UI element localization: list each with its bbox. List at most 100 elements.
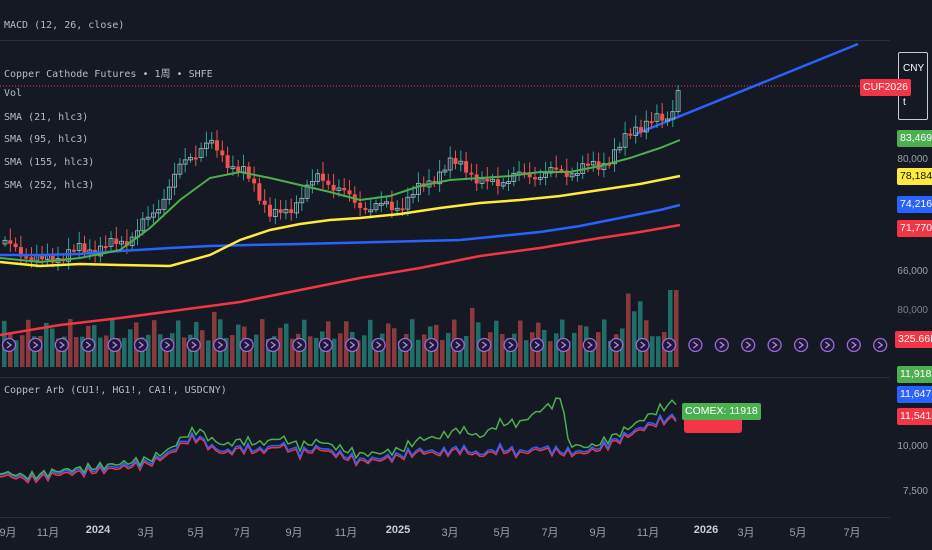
volume-bar [278, 327, 283, 367]
arb-comex-line [0, 397, 677, 481]
event-marker [846, 337, 861, 353]
candle-body [464, 161, 469, 173]
candle-body [252, 178, 257, 184]
volume-bar [578, 325, 583, 367]
indicator-sma-155[interactable]: SMA (155, hlc3) [4, 157, 95, 168]
volume-bar [230, 335, 235, 367]
volume-bar [668, 290, 673, 367]
volume-bar [62, 336, 67, 367]
candle-body [628, 133, 633, 136]
copper-arb-label[interactable]: Copper Arb (CU1!, HG1!, CA1!, USDCNY) [4, 385, 227, 396]
indicator-sma-252[interactable]: SMA (252, hlc3) [4, 180, 95, 191]
volume-bar [416, 339, 421, 367]
candle-body [665, 118, 670, 122]
time-axis-tick: 2025 [385, 524, 411, 536]
macd-label[interactable]: MACD (12, 26, close) [4, 20, 125, 31]
candle-body [415, 182, 421, 195]
candle-body [410, 193, 416, 198]
sma-95-value-tag: 78,184 [897, 168, 932, 185]
indicator-sma-95[interactable]: SMA (95, hlc3) [4, 134, 89, 145]
candle-body [182, 159, 188, 165]
sma-21-line [0, 139, 681, 264]
volume-bar [308, 336, 313, 367]
candle-body [24, 256, 29, 259]
candle-body [447, 157, 453, 171]
time-axis-tick: 3月 [137, 527, 155, 539]
volume-bar [398, 340, 403, 367]
candle-body [394, 207, 400, 211]
candle-body [114, 238, 119, 244]
event-marker-glyph [745, 341, 752, 349]
candle-body [13, 243, 18, 248]
candle-body [607, 163, 612, 166]
candle-body [309, 180, 315, 186]
volume-bar [602, 319, 607, 367]
volume-bars [2, 290, 679, 367]
volume-bar [518, 320, 523, 367]
candle-body [124, 241, 129, 246]
event-marker [661, 337, 677, 353]
candle-body [82, 243, 87, 253]
volume-bar [638, 301, 643, 367]
event-marker-glyph [666, 341, 672, 349]
indicator-sma-21[interactable]: SMA (21, hlc3) [4, 112, 89, 123]
event-marker-glyph [349, 341, 356, 349]
sma-155-line [0, 203, 681, 257]
candle-body [98, 245, 103, 257]
arb-scale-label: 10,000 [897, 441, 928, 452]
volume-bar [650, 336, 655, 367]
volume-bar [116, 338, 121, 367]
event-marker-glyph [297, 341, 303, 349]
volume-bar [332, 338, 337, 367]
sma-95-line [0, 174, 681, 268]
volume-bar [122, 337, 127, 367]
candle-body [272, 208, 278, 218]
price-scale-label: 80,000 [897, 305, 928, 316]
arb-hg-value-tag: 11,647 [897, 386, 932, 403]
volume-bar [152, 320, 157, 367]
event-marker [688, 337, 703, 353]
volume-bar [260, 319, 265, 367]
candle-body [336, 187, 342, 191]
candle-body [18, 247, 23, 257]
volume-bar [236, 324, 241, 367]
candle-body [554, 167, 559, 170]
event-marker-glyph [323, 341, 329, 349]
symbol-title[interactable]: Copper Cathode Futures • 1周 • SHFE [4, 69, 213, 80]
volume-bar [314, 337, 319, 367]
event-marker [345, 337, 360, 353]
candle-body [225, 155, 230, 168]
candle-body [458, 160, 464, 165]
candle-body [617, 146, 623, 151]
event-marker [107, 337, 122, 353]
volume-bar [572, 332, 577, 367]
indicator-vol[interactable]: Vol [4, 88, 23, 99]
event-marker [371, 337, 386, 353]
time-axis-tick: 9月 [589, 527, 607, 539]
event-marker [239, 337, 254, 353]
arb-ca-value-tag: 11,541 [897, 408, 932, 425]
volume-bar [470, 307, 475, 367]
candle-body [633, 126, 639, 136]
event-marker [292, 337, 307, 353]
candle-body [347, 190, 352, 195]
volume-value-tag: 325.66K [895, 331, 932, 348]
candle-body [166, 186, 172, 200]
event-marker-glyph [587, 341, 593, 349]
candle-body [586, 163, 590, 166]
event-marker [397, 337, 413, 353]
candle-body [533, 177, 537, 180]
event-marker-glyph [112, 341, 118, 349]
sma-155-value-tag: 74,216 [897, 196, 932, 213]
event-marker [1, 337, 17, 353]
candle-body [358, 202, 363, 209]
candle-body [236, 166, 241, 173]
candle-body [150, 212, 156, 218]
event-marker-glyph [772, 341, 778, 349]
candle-body [203, 142, 209, 150]
volume-bar [80, 336, 85, 367]
candle-body [384, 201, 390, 205]
volume-bar [200, 330, 205, 367]
volume-bar [158, 334, 163, 367]
